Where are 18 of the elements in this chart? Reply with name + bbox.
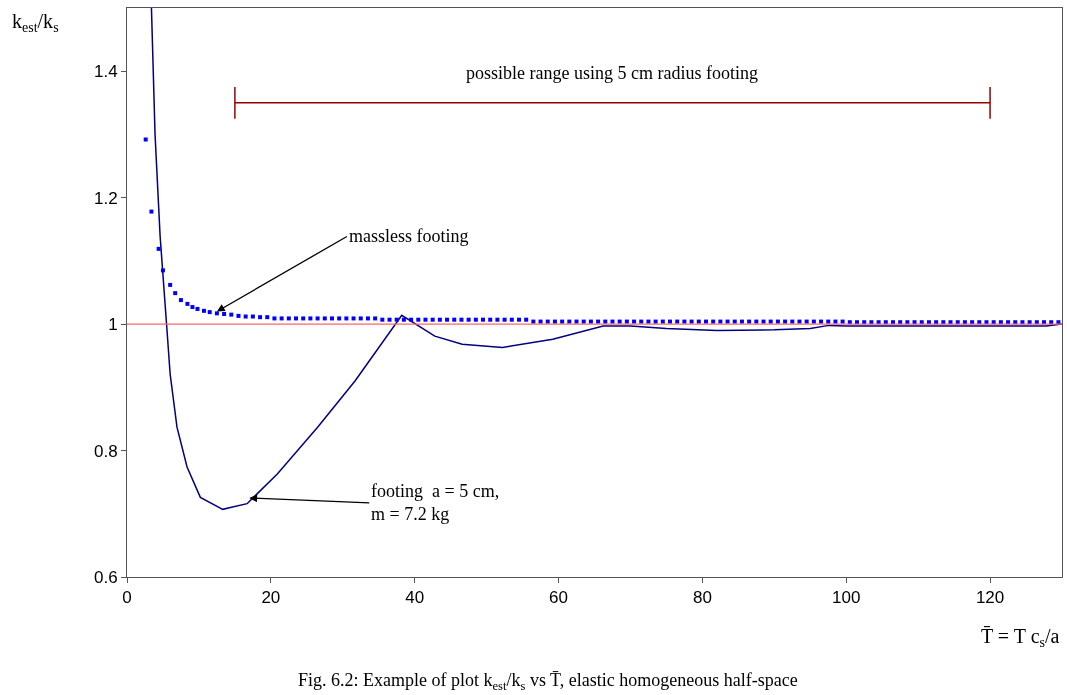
x-tick-label: 0 bbox=[122, 588, 132, 608]
y-tick-label: 1.2 bbox=[93, 188, 118, 208]
x-tick-label: 40 bbox=[405, 588, 425, 608]
y-tick-label: 0.8 bbox=[93, 441, 118, 461]
y-tick-label: 0.6 bbox=[93, 567, 118, 587]
text: Fig. 6.2: Example of plot k$_{est}$/k$_{s}$ vs T̄, elastic homogeneous half-space bbox=[298, 670, 798, 693]
y-tick-label: 1.4 bbox=[93, 62, 118, 82]
x-tick-label: 80 bbox=[692, 588, 712, 608]
y-tick-label: 1 bbox=[108, 315, 118, 335]
annotation: possible range using 5 cm radius footing bbox=[466, 63, 758, 83]
x-tick-label: 100 bbox=[832, 588, 861, 608]
x-axis-title: T̄ = T c$_{s}$/a bbox=[981, 625, 1060, 651]
annotation: massless footing bbox=[349, 226, 469, 246]
y-axis-title: k$_{est}$/k$_{s}$ bbox=[12, 10, 59, 36]
x-tick-label: 120 bbox=[975, 588, 1005, 608]
x-tick-label: 20 bbox=[261, 588, 281, 608]
annotation: footing a = 5 cm, m = 7.2 kg bbox=[371, 481, 500, 525]
x-tick-label: 60 bbox=[549, 588, 568, 608]
